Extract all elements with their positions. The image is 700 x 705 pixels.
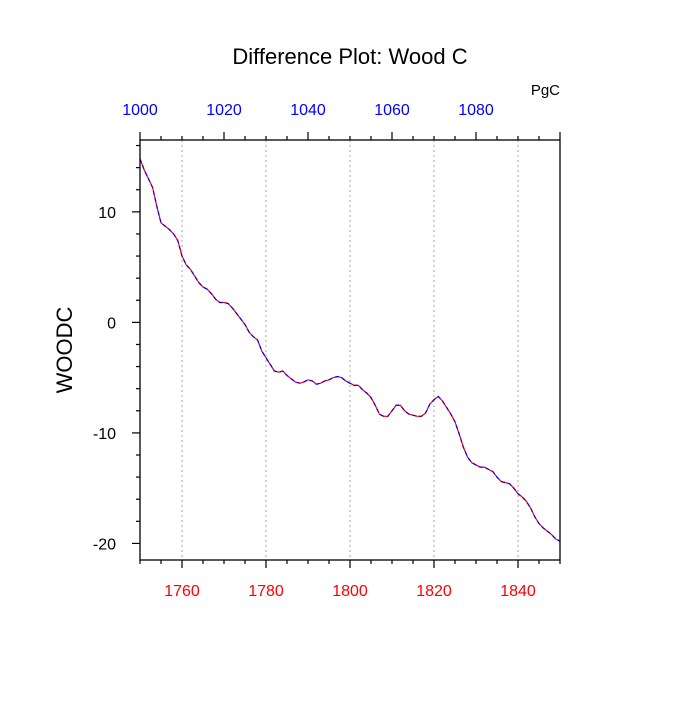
top-tick-label: 1060 (374, 102, 410, 119)
grid-layer (181, 140, 519, 560)
tick-layer (132, 132, 561, 568)
x-tick-label: 1800 (332, 583, 368, 600)
series-layer (139, 158, 561, 542)
y-axis-label: WOODC (52, 307, 77, 394)
y-tick-label: 10 (98, 205, 116, 222)
plot-frame (139, 139, 561, 561)
tick-label-layer: 1760 1780 1800 1820 1840 1000 1020 1040 1060 1080… (93, 102, 536, 600)
top-tick-label: 1020 (206, 102, 242, 119)
y-tick-label: -10 (93, 426, 116, 443)
x-tick-label: 1760 (164, 583, 200, 600)
top-tick-label: 1000 (122, 102, 158, 119)
chart-title: Difference Plot: Wood C (232, 44, 467, 69)
y-tick-label: 0 (107, 315, 116, 332)
top-tick-label: 1040 (290, 102, 326, 119)
x-tick-label: 1780 (248, 583, 284, 600)
top-tick-label: 1080 (458, 102, 494, 119)
top-axis-unit-label: PgC (531, 82, 560, 99)
series-line-blue-dashed (139, 158, 561, 542)
x-tick-label: 1840 (500, 583, 536, 600)
y-tick-label: -20 (93, 536, 116, 553)
x-tick-label: 1820 (416, 583, 452, 600)
